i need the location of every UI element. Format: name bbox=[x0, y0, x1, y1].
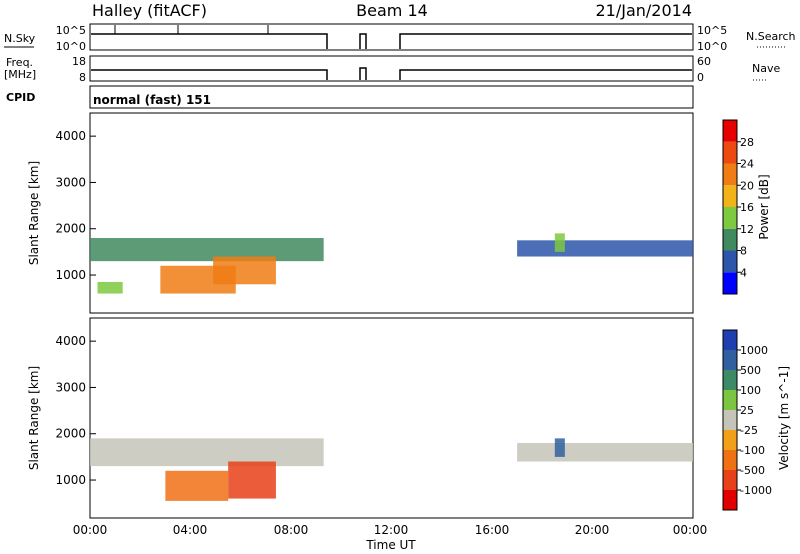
velocity-scale-tick-label: -100 bbox=[740, 444, 765, 457]
power-ylabel: Slant Range [km] bbox=[27, 161, 41, 265]
freq-trace bbox=[91, 67, 692, 80]
nave-tick-top: 60 bbox=[697, 55, 711, 68]
power-panel: 1000 2000 3000 4000 bbox=[55, 112, 694, 314]
velocity-scale-tick-label: 25 bbox=[740, 404, 754, 417]
velocity-scale-swatch bbox=[723, 410, 737, 430]
station-title: Halley (fitACF) bbox=[92, 1, 207, 20]
power-patch bbox=[97, 281, 123, 294]
power-scale-swatch bbox=[723, 250, 737, 273]
freq-unit: [MHz] bbox=[4, 68, 36, 81]
power-ytick-label: 2000 bbox=[55, 222, 86, 236]
power-ytick-label: 3000 bbox=[55, 175, 86, 189]
velocity-panel-frame bbox=[89, 317, 694, 519]
velocity-scale-tick-label: -25 bbox=[740, 424, 758, 437]
nsky-tick-top: 10^5 bbox=[56, 24, 86, 37]
velocity-scale-tick-label: 500 bbox=[740, 364, 761, 377]
velocity-colorbar: 1000 500 100 25 -25 -100 -500 -1000 bbox=[722, 329, 772, 511]
power-patch bbox=[517, 240, 693, 257]
power-scale-swatch bbox=[723, 272, 737, 294]
velocity-ytick-label: 4000 bbox=[55, 334, 86, 348]
x-axis: 00:00 04:00 08:00 12:00 16:00 20:00 00:0… bbox=[73, 523, 708, 552]
power-scale-tick-label: 16 bbox=[740, 201, 754, 214]
nave-tick-bottom: 0 bbox=[697, 71, 704, 84]
x-tick-0: 00:00 bbox=[73, 523, 108, 537]
velocity-scale-tick-label: -500 bbox=[740, 464, 765, 477]
velocity-ylabel: Slant Range [km] bbox=[27, 366, 41, 470]
power-scale-swatch bbox=[723, 185, 737, 207]
x-tick-6: 00:00 bbox=[673, 523, 708, 537]
power-yticks: 1000 2000 3000 4000 bbox=[55, 129, 96, 282]
power-patch bbox=[213, 256, 276, 285]
date-title: 21/Jan/2014 bbox=[595, 1, 692, 20]
power-patches-layer bbox=[90, 233, 693, 294]
power-scale-swatch bbox=[723, 141, 737, 164]
power-scale-swatch bbox=[723, 120, 737, 142]
velocity-patch bbox=[554, 438, 565, 457]
velocity-scale-tick-label: 100 bbox=[740, 384, 761, 397]
velocity-scale-swatch bbox=[723, 490, 737, 510]
velocity-scale-tick-label: 1000 bbox=[740, 344, 768, 357]
velocity-ytick-label: 2000 bbox=[55, 427, 86, 441]
nave-label: Nave bbox=[752, 62, 780, 75]
velocity-scale-tick-label: -1000 bbox=[740, 484, 772, 497]
x-tick-4: 16:00 bbox=[475, 523, 510, 537]
velocity-patches-layer bbox=[90, 438, 693, 501]
velocity-scale-swatch bbox=[723, 430, 737, 450]
nsky-trace bbox=[91, 25, 692, 49]
power-scale-tick-label: 24 bbox=[740, 158, 754, 171]
velocity-patch bbox=[90, 438, 324, 467]
velocity-scale-label: Velocity [m s^-1] bbox=[777, 366, 791, 470]
power-scale-tick-label: 28 bbox=[740, 136, 754, 149]
nsearch-tick-top: 10^5 bbox=[697, 24, 727, 37]
freq-tick-bottom: 8 bbox=[79, 71, 86, 84]
power-patch bbox=[90, 238, 324, 262]
nsky-tick-bottom: 10^0 bbox=[56, 40, 86, 53]
x-tick-3: 12:00 bbox=[374, 523, 409, 537]
velocity-scale-swatch bbox=[723, 390, 737, 410]
velocity-yticks: 1000 2000 3000 4000 bbox=[55, 334, 96, 487]
velocity-scale-swatch bbox=[723, 450, 737, 470]
velocity-scale-swatch bbox=[723, 350, 737, 370]
freq-label: Freq. bbox=[6, 56, 33, 69]
velocity-scale-swatch bbox=[723, 370, 737, 390]
power-scale-tick-label: 8 bbox=[740, 245, 747, 258]
power-scale-swatch bbox=[723, 163, 737, 186]
x-tick-2: 08:00 bbox=[274, 523, 309, 537]
x-tick-5: 20:00 bbox=[575, 523, 610, 537]
velocity-patch bbox=[165, 470, 229, 501]
power-ytick-label: 4000 bbox=[55, 129, 86, 143]
velocity-ytick-label: 1000 bbox=[55, 473, 86, 487]
power-patch bbox=[554, 233, 565, 252]
cpid-label: CPID bbox=[6, 91, 35, 104]
cpid-strip-frame bbox=[89, 85, 694, 109]
power-scale-label: Power [dB] bbox=[757, 174, 771, 239]
freq-strip-frame bbox=[89, 55, 694, 82]
power-scale-swatch bbox=[723, 207, 737, 229]
power-colorbar: 4 8 12 16 20 24 28 bbox=[722, 119, 754, 295]
nsky-line-a bbox=[91, 33, 692, 49]
velocity-ytick-label: 3000 bbox=[55, 380, 86, 394]
beam-title: Beam 14 bbox=[356, 1, 428, 20]
velocity-scale-swatch bbox=[723, 330, 737, 350]
nsearch-tick-bottom: 10^0 bbox=[697, 40, 727, 53]
power-scale-tick-label: 20 bbox=[740, 179, 754, 192]
nsearch-label: N.Search bbox=[746, 30, 796, 43]
velocity-scale-frame bbox=[722, 329, 738, 511]
power-ytick-label: 1000 bbox=[55, 268, 86, 282]
cpid-value: normal (fast) 151 bbox=[93, 93, 211, 107]
power-panel-frame bbox=[89, 112, 694, 314]
nsky-strip-frame bbox=[89, 23, 694, 51]
x-tick-1: 04:00 bbox=[173, 523, 208, 537]
nsky-label: N.Sky bbox=[4, 32, 36, 45]
velocity-panel: 1000 2000 3000 4000 bbox=[55, 317, 694, 519]
velocity-patch bbox=[517, 443, 693, 462]
x-axis-label: Time UT bbox=[365, 538, 416, 552]
velocity-patch bbox=[228, 461, 276, 499]
freq-tick-top: 18 bbox=[72, 55, 86, 68]
power-scale-swatch bbox=[723, 228, 737, 251]
velocity-scale-swatch bbox=[723, 470, 737, 490]
power-scale-tick-label: 4 bbox=[740, 266, 747, 279]
power-scale-tick-label: 12 bbox=[740, 223, 754, 236]
